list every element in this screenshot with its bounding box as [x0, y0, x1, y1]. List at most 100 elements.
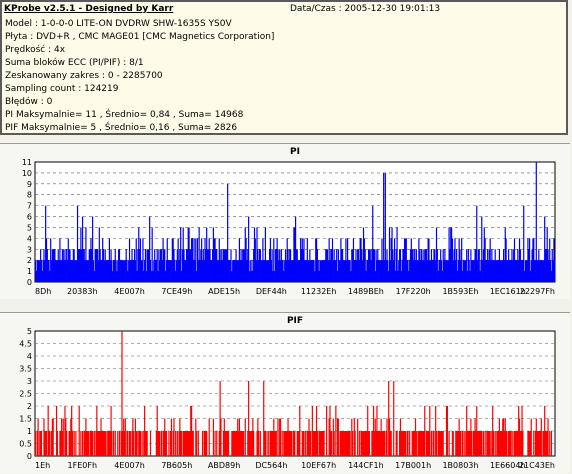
- pi-bar: [369, 249, 371, 282]
- pi-bar: [81, 249, 83, 282]
- pi-bar: [171, 238, 173, 282]
- pi-bar: [326, 249, 329, 282]
- pif-y-tick-label: 4.5: [19, 340, 32, 349]
- pif-bar: [329, 406, 331, 456]
- pif-bar: [468, 431, 470, 456]
- pi-bar: [343, 260, 345, 282]
- pi-bar: [248, 216, 250, 282]
- pif-bar: [512, 431, 514, 456]
- pi-bar: [228, 260, 230, 282]
- pif-bar: [340, 431, 342, 456]
- pif-y-tick-label: 5: [27, 327, 32, 336]
- pi-bar: [257, 249, 259, 282]
- pi-bar: [136, 271, 138, 282]
- pif-bar: [232, 431, 234, 456]
- pi-bar: [276, 238, 278, 282]
- pi-bar: [311, 260, 313, 282]
- pi-bar: [362, 260, 364, 282]
- pi-bar: [285, 260, 287, 282]
- pif-bar: [263, 381, 265, 456]
- pif-bar: [404, 431, 407, 456]
- pi-bar: [516, 260, 518, 282]
- pi-bar: [296, 249, 298, 282]
- pif-bar: [270, 431, 272, 456]
- pi-bar: [210, 260, 212, 282]
- pi-bar: [93, 271, 95, 282]
- pif-bar: [326, 406, 328, 456]
- pif-bar: [277, 418, 279, 456]
- pi-bar: [445, 260, 448, 282]
- pi-bar: [352, 249, 354, 282]
- pi-bar: [80, 227, 82, 282]
- pi-bar: [461, 271, 464, 282]
- pif-bar: [393, 381, 395, 456]
- pif-bar: [36, 431, 38, 456]
- pi-bar: [336, 249, 338, 282]
- pif-bar: [102, 431, 104, 456]
- pi-bar: [384, 172, 386, 282]
- pi-bar: [407, 260, 409, 282]
- pi-x-tick-label: 11232Eh: [301, 287, 337, 296]
- pi-bar: [190, 249, 192, 282]
- pi-bar: [442, 249, 444, 282]
- pif-bar: [477, 431, 479, 456]
- pi-bar: [436, 249, 438, 282]
- pi-bar: [269, 249, 271, 282]
- pi-bar: [350, 271, 352, 282]
- pi-bar: [57, 249, 59, 282]
- pif-bar: [337, 418, 339, 456]
- pif-bar: [132, 418, 134, 456]
- pi-bar: [67, 238, 69, 282]
- pif-bar: [185, 431, 187, 456]
- pi-bar: [509, 260, 511, 282]
- pi-bar: [521, 260, 523, 282]
- pi-bar: [48, 260, 50, 282]
- pif-bar: [160, 431, 162, 456]
- pif-bar: [293, 431, 295, 456]
- pi-bar: [252, 271, 254, 282]
- pif-bar: [446, 406, 448, 456]
- pif-bar: [535, 418, 537, 456]
- pi-bar: [511, 249, 513, 282]
- pi-bar: [430, 249, 433, 282]
- pif-bar: [422, 431, 424, 456]
- pif-bar: [269, 431, 272, 456]
- pif-bar: [316, 431, 318, 456]
- pi-bar: [534, 260, 537, 282]
- pi-bar: [345, 238, 347, 282]
- pi-bar: [468, 260, 470, 282]
- pi-bar: [204, 238, 206, 282]
- pi-bar: [98, 227, 100, 282]
- pif-bar: [121, 331, 123, 456]
- pi-bar: [461, 238, 463, 282]
- pi-bar: [539, 260, 542, 282]
- pi-bar: [444, 249, 446, 282]
- pif-bar: [540, 418, 542, 456]
- pi-y-tick-label: 4: [27, 234, 32, 243]
- pi-bar: [471, 260, 474, 282]
- pi-bar: [526, 260, 528, 282]
- pi-bar: [434, 249, 436, 282]
- pi-bar: [161, 260, 163, 282]
- pif-bar: [45, 431, 48, 456]
- pi-bar: [265, 260, 267, 282]
- pi-bar: [419, 260, 422, 282]
- pif-bar: [56, 431, 58, 456]
- pif-bar: [256, 431, 258, 456]
- pif-bar: [139, 431, 141, 456]
- pi-bar: [458, 238, 460, 282]
- pi-bar: [179, 249, 181, 282]
- pi-bar: [456, 249, 458, 282]
- pi-bar: [151, 227, 153, 282]
- pi-bar: [237, 260, 240, 282]
- pi-bar: [304, 260, 306, 282]
- pif-bar: [285, 431, 287, 456]
- pi-bar: [182, 227, 184, 282]
- pi-bar: [235, 249, 237, 282]
- pif-bar: [465, 431, 467, 456]
- pi-bar: [222, 249, 225, 282]
- pif-bar: [314, 431, 316, 456]
- pi-bar: [313, 260, 315, 282]
- pif-bar: [128, 431, 131, 456]
- pi-bar: [358, 260, 360, 282]
